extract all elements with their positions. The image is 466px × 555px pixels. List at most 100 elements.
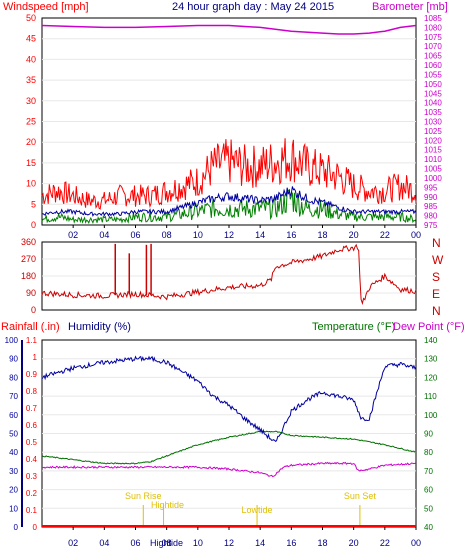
barometer-tick-label: 1010 xyxy=(424,155,442,164)
temperature-tick-label: 40 xyxy=(424,523,433,532)
barometer-tick-label: 1050 xyxy=(424,80,442,89)
windspeed-tick-label: 25 xyxy=(26,117,36,127)
direction-tick-label: 180 xyxy=(21,271,36,281)
barometer-tick-label: 1015 xyxy=(424,146,442,155)
compass-label: N xyxy=(432,304,441,318)
temperature-tick-label: 80 xyxy=(424,448,433,457)
bottom-hour-ticks: 02 04 06 08 10 12 14 16 18 20 22 00 xyxy=(68,527,421,548)
humidity-tick-label: 80 xyxy=(9,373,18,382)
hour-tick-label: 10 xyxy=(193,230,203,240)
temperature-tick-label: 140 xyxy=(424,336,438,345)
hour-tick-label: 20 xyxy=(349,230,359,240)
wind-average-line xyxy=(42,186,417,217)
hour-tick-label: 22 xyxy=(380,230,390,240)
barometer-tick-label: 1065 xyxy=(424,52,442,61)
rainfall-tick-label: 0.4 xyxy=(26,455,38,464)
barometer-tick-label: 985 xyxy=(424,202,438,211)
hour-tick-label: 12 xyxy=(224,230,234,240)
hour-tick-label: 00 xyxy=(411,538,421,548)
barometer-tick-label: 990 xyxy=(424,193,438,202)
barometer-tick-label: 1070 xyxy=(424,42,442,51)
temperature-tick-label: 50 xyxy=(424,504,433,513)
temperature-axis-title: Temperature (°F) xyxy=(312,321,395,333)
rainfall-tick-label: 0.7 xyxy=(26,404,38,413)
hour-tick-label: 14 xyxy=(255,230,265,240)
rainfall-ticks: 1.1 1 0.9 0.8 0.7 0.6 0.5 0.4 0.3 0.2 0.1 0 xyxy=(26,336,38,532)
windspeed-tick-label: 30 xyxy=(26,96,36,106)
humidity-line xyxy=(41,355,417,443)
humidity-tick-label: 10 xyxy=(9,504,18,513)
rainfall-tick-label: 0 xyxy=(33,523,38,532)
wind-low-line xyxy=(41,188,417,225)
rainfall-tick-label: 0.2 xyxy=(26,489,38,498)
humidity-tick-label: 90 xyxy=(9,355,18,364)
event-marker-label: Hightide xyxy=(151,500,184,510)
barometer-tick-label: 980 xyxy=(424,212,438,221)
compass-label: S xyxy=(432,270,440,284)
dewpoint-axis-title: Dew Point (°F) xyxy=(393,321,465,333)
windspeed-tick-label: 45 xyxy=(26,34,36,44)
hour-tick-label: 22 xyxy=(380,538,390,548)
wind-series-layer xyxy=(41,24,417,225)
barometer-tick-label: 1020 xyxy=(424,136,442,145)
windspeed-tick-label: 20 xyxy=(26,137,36,147)
rainfall-tick-label: 1.1 xyxy=(26,336,38,345)
barometer-tick-label: 1080 xyxy=(424,23,442,32)
barometer-tick-label: 1075 xyxy=(424,33,442,42)
climate-gridlines xyxy=(42,358,416,509)
hour-tick-label: 04 xyxy=(99,538,109,548)
dewpoint-line xyxy=(41,461,417,478)
hour-tick-label: 02 xyxy=(68,538,78,548)
wind-direction-line xyxy=(41,243,417,306)
hour-tick-label: 18 xyxy=(317,538,327,548)
humidity-axis-title: Humidity (%) xyxy=(68,321,131,333)
barometer-tick-label: 1060 xyxy=(424,61,442,70)
windspeed-axis-title: Windspeed [mph] xyxy=(3,1,89,13)
barometer-ticks: 1085108010751070106510601055105010451040… xyxy=(424,14,442,230)
temperature-ticks: 140 130 120 110 100 90 80 70 60 50 40 xyxy=(424,336,438,532)
rainfall-tick-label: 1 xyxy=(33,353,38,362)
temperature-tick-label: 70 xyxy=(424,467,433,476)
windspeed-tick-label: 35 xyxy=(26,75,36,85)
humidity-tick-label: 30 xyxy=(9,467,18,476)
temperature-tick-label: 60 xyxy=(424,486,433,495)
bottom-tide-label: Hightide xyxy=(150,538,183,548)
humidity-tick-label: 100 xyxy=(5,336,19,345)
windspeed-tick-label: 10 xyxy=(26,179,36,189)
climate-series-layer xyxy=(41,355,417,527)
event-marker-label: Lowtide xyxy=(242,505,273,515)
wind-gust-line xyxy=(41,138,417,210)
temperature-tick-label: 90 xyxy=(424,430,433,439)
hour-tick-label: 06 xyxy=(130,538,140,548)
windspeed-tick-label: 50 xyxy=(26,13,36,23)
barometer-tick-label: 1055 xyxy=(424,70,442,79)
top-hour-ticks: 02 04 06 08 10 12 14 16 18 20 22 00 xyxy=(68,225,421,240)
barometer-tick-label: 1085 xyxy=(424,14,442,23)
event-marker-label: Sun Set xyxy=(344,491,377,501)
direction-tick-label: 90 xyxy=(26,288,36,298)
direction-gridlines xyxy=(42,258,416,294)
temperature-tick-label: 120 xyxy=(424,373,438,382)
hour-tick-label: 08 xyxy=(162,230,172,240)
hour-tick-label: 14 xyxy=(255,538,265,548)
hour-tick-label: 06 xyxy=(130,230,140,240)
hour-tick-label: 00 xyxy=(411,230,421,240)
rainfall-tick-label: 0.9 xyxy=(26,370,38,379)
humidity-tick-label: 70 xyxy=(9,392,18,401)
direction-tick-label: 360 xyxy=(21,237,36,247)
barometer-line xyxy=(41,24,417,35)
windspeed-tick-label: 40 xyxy=(26,54,36,64)
hour-tick-label: 04 xyxy=(99,230,109,240)
temperature-tick-label: 110 xyxy=(424,392,437,401)
compass-label: N xyxy=(432,236,441,250)
barometer-tick-label: 1035 xyxy=(424,108,442,117)
barometer-tick-label: 975 xyxy=(424,221,438,230)
barometer-tick-label: 995 xyxy=(424,183,438,192)
rainfall-tick-label: 0.6 xyxy=(26,421,38,430)
hour-tick-label: 16 xyxy=(286,230,296,240)
humidity-tick-label: 60 xyxy=(9,411,18,420)
barometer-tick-label: 1045 xyxy=(424,89,442,98)
